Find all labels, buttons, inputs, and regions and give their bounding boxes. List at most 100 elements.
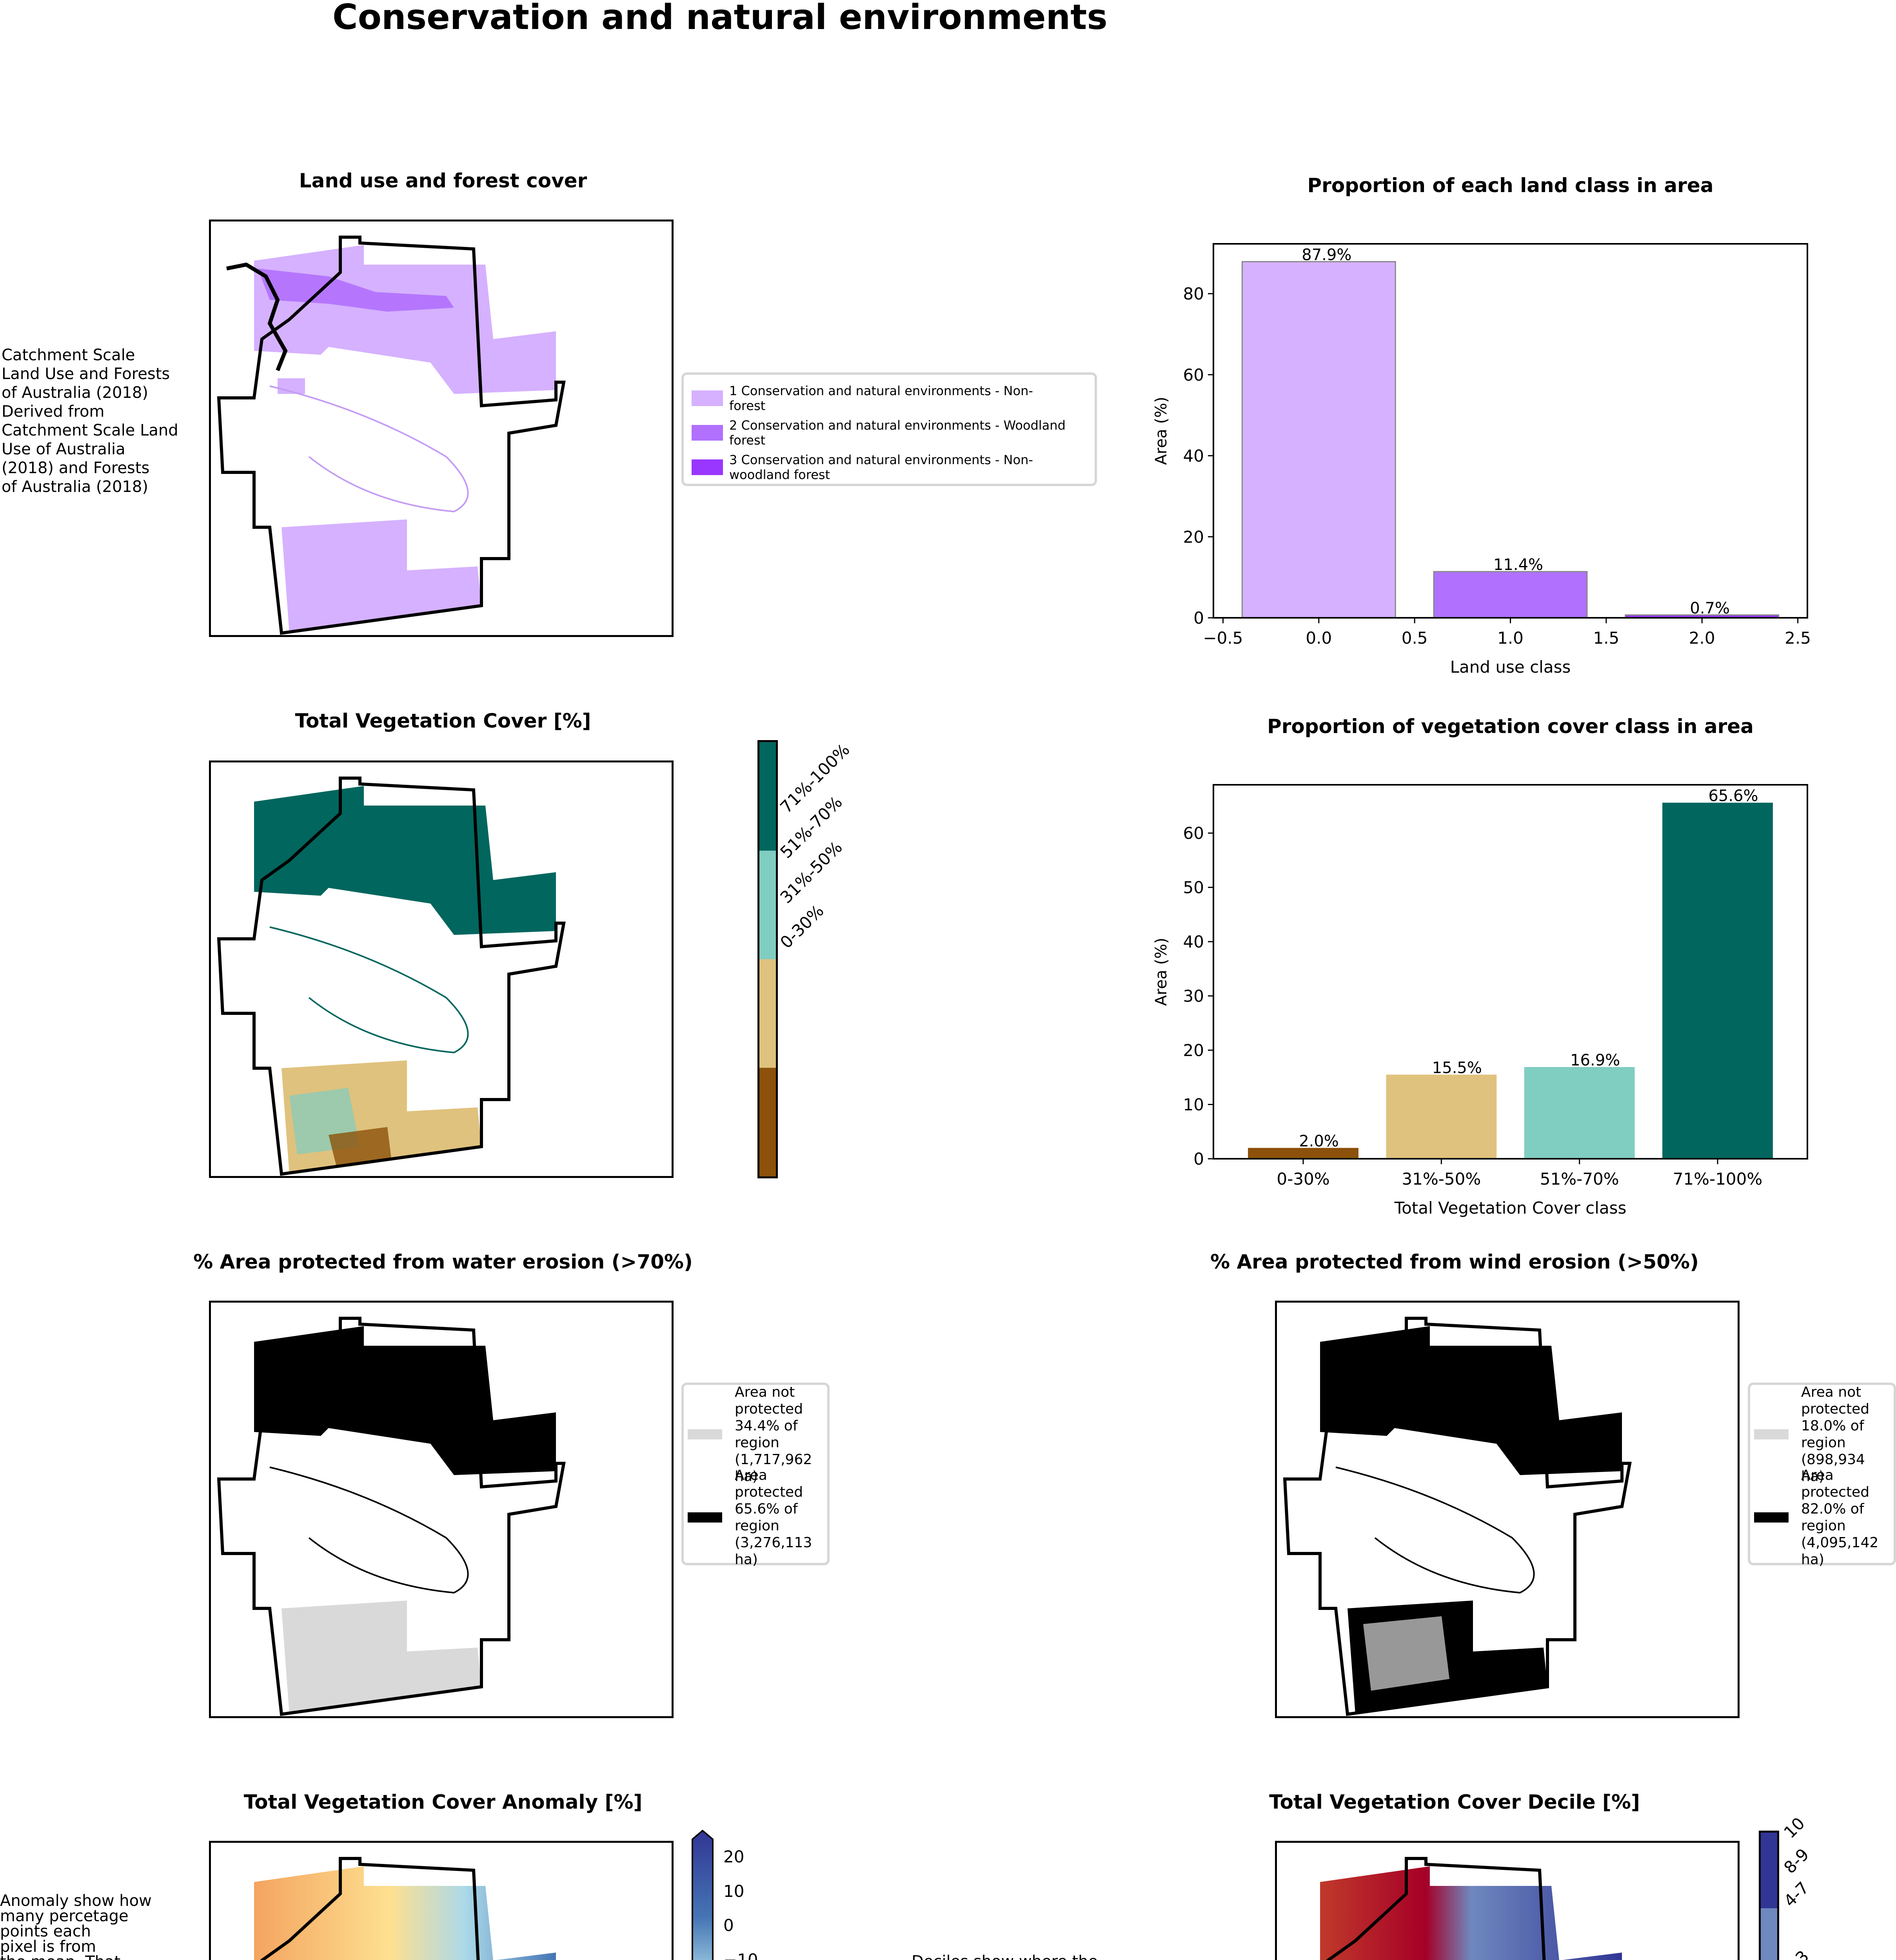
legend-swatch bbox=[688, 1429, 722, 1439]
y-tick-label: 0 bbox=[1193, 608, 1204, 628]
legend-item: 1 Conservation and natural environments … bbox=[692, 381, 1087, 416]
map-woodland bbox=[258, 269, 454, 312]
colorbar-segment bbox=[759, 742, 776, 851]
data-label: 87.9% bbox=[1302, 246, 1351, 264]
region-boundary bbox=[1283, 1317, 1632, 1716]
y-tick-label: 10 bbox=[1183, 1095, 1204, 1114]
x-tick-label: 71%-100% bbox=[1673, 1169, 1763, 1189]
legend-label: 2 Conservation and natural environments … bbox=[729, 418, 1066, 448]
decile-map bbox=[1275, 1841, 1740, 1960]
x-tick-label: 0.0 bbox=[1306, 628, 1332, 648]
x-tick-label: 1.5 bbox=[1593, 628, 1619, 648]
colorbar-tick: 10 bbox=[723, 1882, 745, 1901]
y-tick-label: 80 bbox=[1183, 284, 1204, 303]
y-tick-label: 40 bbox=[1183, 932, 1204, 951]
colorbar-label: 8-9 bbox=[1780, 1844, 1813, 1877]
tvc-map bbox=[209, 760, 674, 1178]
colorbar-tick: 20 bbox=[723, 1847, 745, 1866]
anomaly-map-title: Total Vegetation Cover Anomaly [%] bbox=[243, 1791, 643, 1813]
tvc-bar-chart-svg: Proportion of vegetation cover class in … bbox=[1152, 715, 1808, 1218]
y-tick-label: 20 bbox=[1183, 527, 1204, 546]
x-axis-label: Total Vegetation Cover class bbox=[1394, 1198, 1627, 1218]
colorbar-segment bbox=[759, 959, 776, 1068]
data-label: 11.4% bbox=[1493, 556, 1543, 574]
data-label: 65.6% bbox=[1708, 787, 1758, 805]
landuse-legend: 1 Conservation and natural environments … bbox=[681, 372, 1097, 486]
x-tick-label: 0-30% bbox=[1277, 1169, 1329, 1189]
tvc-colorbar bbox=[757, 740, 778, 1178]
legend-item: Area protected 82.0% of region (4,095,14… bbox=[1754, 1467, 1890, 1568]
map-fill-dense bbox=[254, 786, 556, 935]
decile-colorbar bbox=[1759, 1831, 1779, 1960]
legend-item: 2 Conservation and natural environments … bbox=[692, 416, 1087, 450]
anomaly-map bbox=[209, 1841, 674, 1960]
legend-label: Area not protected 18.0% of region (898,… bbox=[1801, 1384, 1870, 1485]
landuse-map bbox=[209, 220, 674, 637]
river bbox=[269, 926, 469, 1054]
y-tick-label: 0 bbox=[1193, 1149, 1204, 1169]
legend-label: Area protected 65.6% of region (3,276,11… bbox=[735, 1467, 812, 1568]
plot-frame bbox=[1213, 784, 1808, 1160]
chart-title: Proportion of each land class in area bbox=[1308, 174, 1714, 197]
bar bbox=[1433, 571, 1588, 619]
region-boundary bbox=[217, 236, 566, 635]
landuse-bar-chart-svg: Proportion of each land class in area 87.… bbox=[1152, 174, 1811, 677]
x-tick-label: 1.0 bbox=[1497, 628, 1524, 648]
colorbar-segment bbox=[759, 1068, 776, 1176]
bar bbox=[1386, 1074, 1497, 1159]
legend-label: 1 Conservation and natural environments … bbox=[729, 383, 1033, 413]
chart-title: Proportion of vegetation cover class in … bbox=[1267, 715, 1754, 738]
landuse-bar-chart: Proportion of each land class in area 87.… bbox=[1137, 157, 1882, 706]
bar bbox=[1241, 261, 1396, 619]
colorbar-label: 2-3 bbox=[1780, 1947, 1812, 1960]
water-erosion-title: % Area protected from water erosion (>70… bbox=[193, 1250, 693, 1273]
landuse-map-title: Land use and forest cover bbox=[299, 169, 587, 192]
tvc-bar-chart: Proportion of vegetation cover class in … bbox=[1137, 698, 1882, 1247]
y-axis-label: Area (%) bbox=[1152, 938, 1170, 1006]
bar bbox=[1248, 1148, 1358, 1159]
y-axis-label: Area (%) bbox=[1152, 397, 1170, 465]
data-label: 16.9% bbox=[1570, 1051, 1620, 1069]
legend-swatch bbox=[692, 390, 723, 406]
landuse-map-description: Catchment Scale Land Use and Forests of … bbox=[2, 346, 178, 496]
bar bbox=[1524, 1067, 1635, 1159]
anomaly-description: Anomaly show how many percetage points e… bbox=[0, 1892, 152, 1960]
legend-item: Area not protected 34.4% of region (1,71… bbox=[688, 1384, 823, 1485]
plot-frame bbox=[1213, 243, 1808, 619]
x-tick-label: 31%-50% bbox=[1402, 1169, 1481, 1189]
x-tick-label: 2.5 bbox=[1785, 628, 1811, 648]
colorbar-tick: 0 bbox=[723, 1916, 734, 1935]
colorbar-tick: −10 bbox=[723, 1950, 758, 1960]
colorbar-label: 0-30% bbox=[776, 901, 828, 952]
bar bbox=[1662, 802, 1773, 1159]
y-tick-label: 60 bbox=[1183, 824, 1204, 843]
water-erosion-legend: Area not protected 34.4% of region (1,71… bbox=[681, 1383, 830, 1568]
decile-map-title: Total Vegetation Cover Decile [%] bbox=[1269, 1791, 1640, 1813]
page-title: Conservation and natural environments bbox=[332, 0, 1108, 37]
x-tick-label: 51%-70% bbox=[1540, 1169, 1619, 1189]
data-label: 15.5% bbox=[1432, 1059, 1482, 1077]
wind-erosion-map bbox=[1275, 1301, 1740, 1718]
colorbar-label: 4-7 bbox=[1780, 1878, 1813, 1911]
river bbox=[269, 385, 469, 513]
anomaly-colorbar bbox=[691, 1829, 714, 1960]
legend-swatch bbox=[1754, 1512, 1789, 1523]
legend-item: Area protected 65.6% of region (3,276,11… bbox=[688, 1467, 823, 1568]
water-erosion-map bbox=[209, 1301, 674, 1718]
y-tick-label: 50 bbox=[1183, 878, 1204, 897]
coastline bbox=[226, 262, 288, 371]
x-tick-label: −0.5 bbox=[1203, 628, 1243, 648]
y-tick-label: 40 bbox=[1183, 446, 1204, 466]
y-tick-label: 60 bbox=[1183, 365, 1204, 385]
x-tick-label: 0.5 bbox=[1402, 628, 1428, 648]
wind-erosion-legend: Area not protected 18.0% of region (898,… bbox=[1748, 1383, 1896, 1568]
legend-item: Area not protected 18.0% of region (898,… bbox=[1754, 1384, 1890, 1485]
legend-swatch bbox=[692, 459, 723, 475]
legend-swatch bbox=[692, 425, 723, 441]
region-boundary bbox=[217, 777, 566, 1176]
legend-label: 3 Conservation and natural environments … bbox=[729, 452, 1033, 482]
legend-swatch bbox=[688, 1512, 722, 1523]
y-tick-label: 30 bbox=[1183, 987, 1204, 1006]
colorbar-segment bbox=[759, 851, 776, 959]
data-label: 0.7% bbox=[1690, 599, 1730, 617]
